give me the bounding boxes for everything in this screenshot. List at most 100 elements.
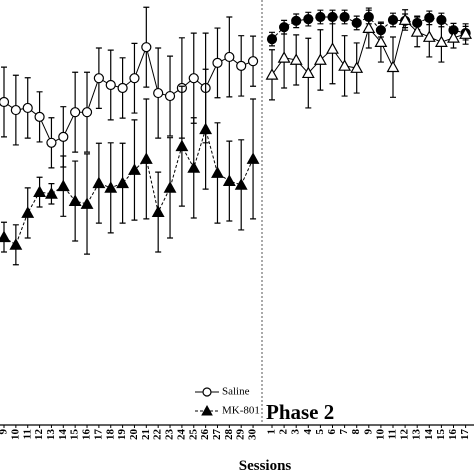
data-point xyxy=(266,33,278,45)
x-tick-label: 21 xyxy=(140,429,152,440)
x-tick-label: 17 xyxy=(459,429,471,441)
data-point xyxy=(0,96,10,108)
data-point xyxy=(301,66,315,79)
series-line xyxy=(3,127,254,246)
data-point xyxy=(398,13,412,25)
x-tick-label: 15 xyxy=(69,429,81,441)
data-point xyxy=(187,161,201,173)
data-point xyxy=(175,139,189,152)
data-point xyxy=(303,14,314,25)
data-point xyxy=(58,131,69,142)
x-tick-label: 17 xyxy=(92,429,104,441)
x-tick-label: 22 xyxy=(152,429,164,441)
x-tick-label: 13 xyxy=(411,429,423,441)
legend-marker xyxy=(201,404,213,416)
data-point xyxy=(339,11,350,23)
data-point xyxy=(128,163,141,175)
x-tick-label: 12 xyxy=(33,429,45,441)
x-tick-label: 11 xyxy=(387,429,399,439)
x-tick-label: 1 xyxy=(266,429,278,435)
data-point xyxy=(277,51,291,63)
data-point xyxy=(434,35,448,47)
data-point xyxy=(9,238,23,250)
data-point xyxy=(351,17,362,29)
data-point xyxy=(92,176,106,189)
data-point xyxy=(163,181,177,193)
data-point xyxy=(164,90,176,102)
x-tick-label: 7 xyxy=(338,429,350,435)
x-tick-label: 25 xyxy=(187,429,199,441)
x-tick-label: 20 xyxy=(128,429,140,441)
data-point xyxy=(68,194,82,206)
data-point xyxy=(313,53,327,65)
data-point xyxy=(93,73,104,84)
x-tick-label: 6 xyxy=(326,429,338,435)
legend-label: Saline xyxy=(222,386,250,398)
data-point xyxy=(234,178,248,190)
data-point xyxy=(289,53,303,65)
x-tick-label: 9 xyxy=(362,429,374,435)
data-point xyxy=(315,11,326,23)
data-point xyxy=(45,187,58,199)
x-tick-label: 28 xyxy=(223,429,235,441)
data-point xyxy=(386,60,400,73)
data-point xyxy=(246,152,260,164)
series-line xyxy=(3,45,254,144)
x-tick-label: 12 xyxy=(399,429,411,441)
data-point xyxy=(0,230,11,243)
data-point xyxy=(362,21,376,33)
data-point xyxy=(56,179,70,192)
x-tick-label: 26 xyxy=(199,429,211,441)
x-tick-label: 8 xyxy=(350,429,362,435)
data-point xyxy=(34,111,45,122)
data-point xyxy=(224,51,235,63)
x-tick-label: 3 xyxy=(290,429,302,435)
x-tick-label: 16 xyxy=(447,429,459,441)
data-point xyxy=(222,174,236,186)
x-tick-label: 16 xyxy=(81,429,93,441)
x-tick-label: 14 xyxy=(57,429,69,441)
data-point xyxy=(22,102,33,114)
data-point xyxy=(117,82,128,94)
x-tick-label: 24 xyxy=(175,429,187,441)
x-tick-label: 13 xyxy=(45,429,57,441)
data-point xyxy=(291,15,302,26)
data-point xyxy=(188,73,199,84)
data-point xyxy=(326,42,339,54)
x-tick-label: 9 xyxy=(0,429,10,435)
data-point xyxy=(81,107,93,118)
data-point xyxy=(211,166,224,178)
data-point xyxy=(374,35,388,47)
data-point xyxy=(410,25,424,37)
data-point xyxy=(422,30,436,42)
data-point xyxy=(447,31,460,43)
data-point xyxy=(116,176,130,189)
data-point xyxy=(10,104,21,116)
x-tick-label: 4 xyxy=(302,429,314,435)
data-point xyxy=(350,61,364,73)
data-point xyxy=(212,57,223,69)
data-point xyxy=(387,14,399,26)
x-tick-label: 18 xyxy=(104,429,116,441)
data-point xyxy=(80,197,94,209)
x-tick-label: 27 xyxy=(211,429,223,441)
data-point xyxy=(265,68,279,80)
x-tick-label: 10 xyxy=(9,429,21,441)
data-point xyxy=(105,79,116,91)
phase-title: Phase 2 xyxy=(266,400,334,424)
data-point xyxy=(247,56,259,67)
x-tick-label: 15 xyxy=(435,429,447,441)
data-point xyxy=(46,137,57,148)
data-point xyxy=(129,73,140,84)
data-point xyxy=(139,152,153,164)
x-tick-label: 2 xyxy=(278,429,290,435)
data-point xyxy=(70,107,81,118)
x-tick-label: 19 xyxy=(116,429,128,441)
data-point xyxy=(141,42,152,53)
data-point xyxy=(104,181,118,193)
data-point xyxy=(199,122,213,135)
x-tick-label: 14 xyxy=(423,429,435,441)
data-point xyxy=(338,59,352,71)
x-tick-label: 10 xyxy=(374,429,386,441)
